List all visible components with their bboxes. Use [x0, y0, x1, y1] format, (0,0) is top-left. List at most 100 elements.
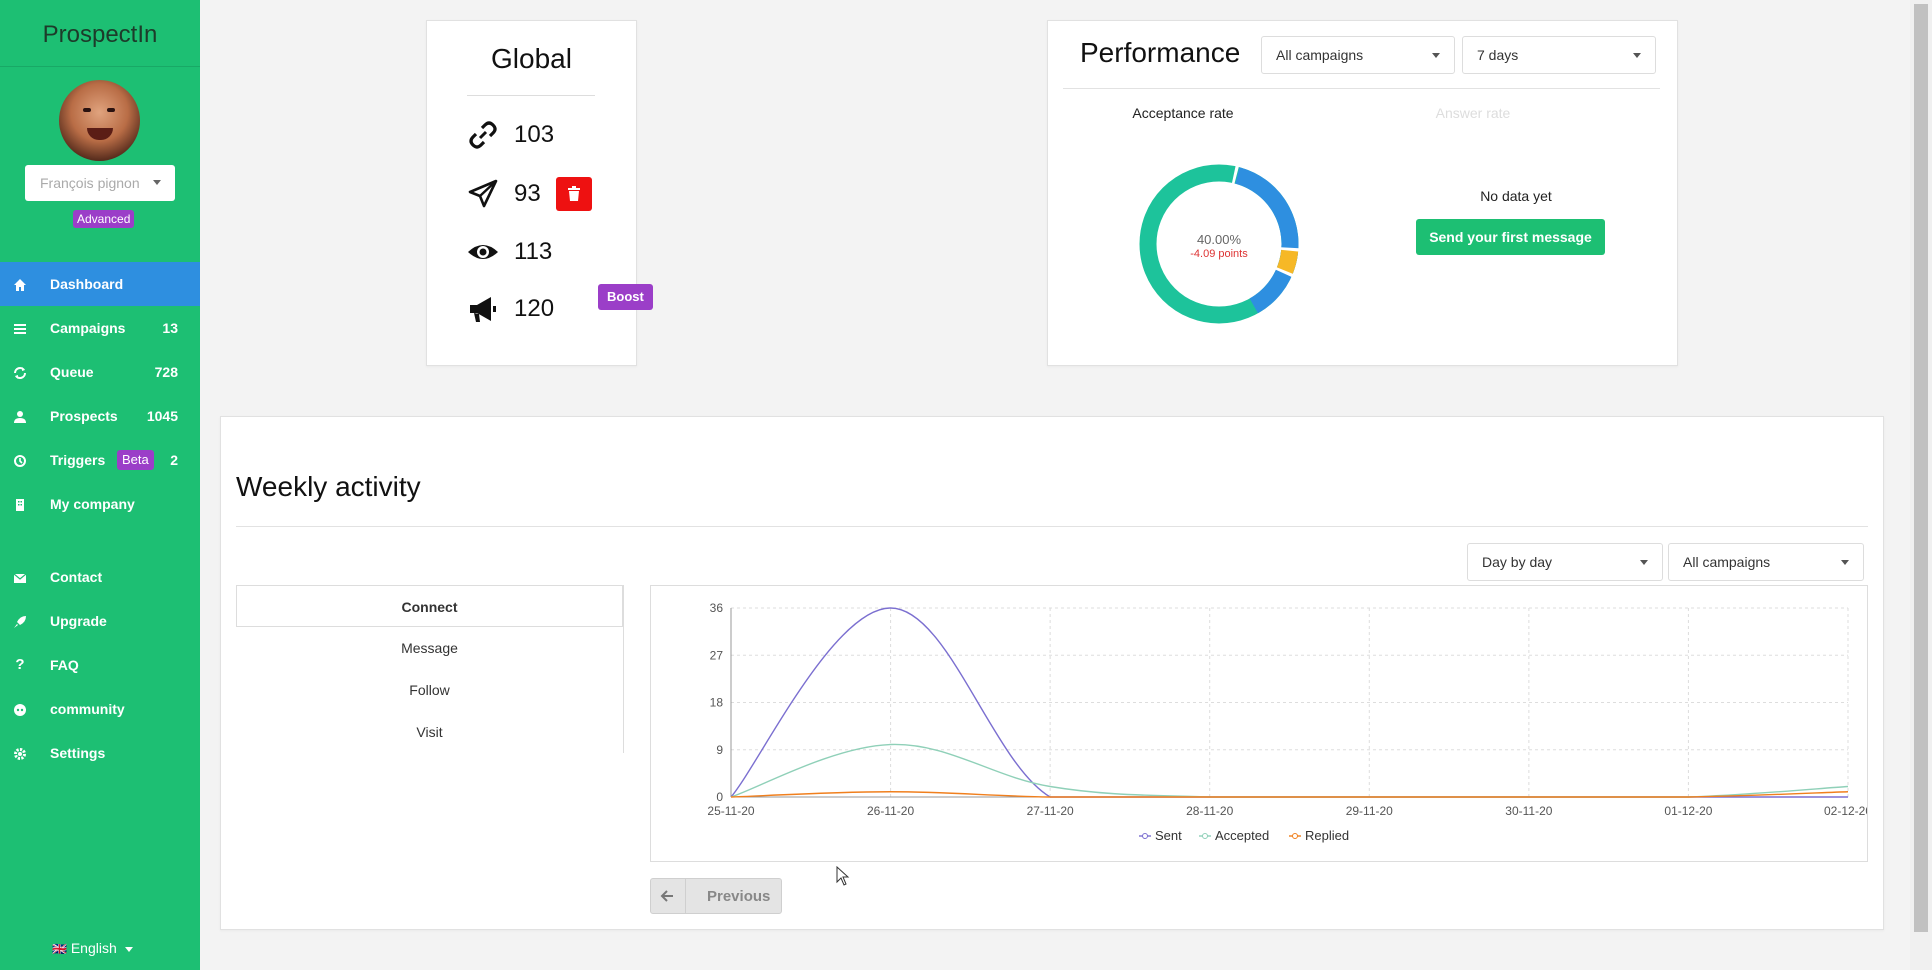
building-icon	[12, 482, 28, 526]
select-value: Day by day	[1482, 554, 1553, 570]
x-tick-label: 25-11-20	[707, 804, 754, 818]
sidebar-item-count: 728	[154, 364, 178, 380]
global-card: Global 103 93 113 120	[426, 20, 637, 366]
sidebar-item-campaigns[interactable]: Campaigns 13	[0, 306, 200, 350]
language-select[interactable]: 🇬🇧 English	[52, 940, 133, 956]
legend-label: Sent	[1155, 828, 1182, 843]
series-line-accepted	[730, 743, 1849, 798]
weekly-campaign-select[interactable]: All campaigns	[1668, 543, 1864, 581]
activity-tabs: Connect Message Follow Visit	[236, 585, 624, 753]
acceptance-donut	[1138, 163, 1300, 325]
select-value: All campaigns	[1276, 47, 1364, 63]
performance-title: Performance	[1080, 37, 1241, 68]
sidebar-item-faq[interactable]: ? FAQ	[0, 643, 200, 687]
chevron-down-icon	[1432, 53, 1440, 58]
sidebar-item-label: Triggers	[50, 452, 106, 468]
trash-icon	[568, 186, 580, 206]
sidebar-item-settings[interactable]: Settings	[0, 731, 200, 775]
x-tick-label: 29-11-20	[1346, 804, 1393, 818]
x-tick-label: 27-11-20	[1027, 804, 1074, 818]
tab-connect[interactable]: Connect	[236, 585, 623, 627]
stat-value: 93	[514, 180, 541, 207]
sidebar-item-triggers[interactable]: Triggers Beta 2	[0, 438, 200, 482]
delete-button[interactable]	[556, 177, 592, 211]
megaphone-icon	[467, 293, 499, 325]
envelope-icon	[12, 555, 28, 599]
sidebar-item-my-company[interactable]: My company	[0, 482, 200, 526]
boost-button[interactable]: Boost	[598, 284, 653, 310]
divider	[467, 95, 595, 96]
global-title: Global	[491, 43, 572, 74]
chevron-down-icon	[153, 180, 161, 185]
sidebar-item-label: Campaigns	[50, 320, 126, 336]
user-icon	[12, 394, 28, 438]
language-label: English	[70, 940, 117, 956]
sidebar-item-label: Dashboard	[50, 276, 124, 292]
link-icon	[467, 119, 499, 151]
sidebar-item-community[interactable]: community	[0, 687, 200, 731]
series-line-replied	[730, 791, 1849, 798]
previous-label: Previous	[707, 888, 771, 905]
sidebar: ProspectIn François pignon Advanced Dash…	[0, 0, 200, 970]
sidebar-item-label: Prospects	[50, 408, 118, 424]
sidebar-item-label: My company	[50, 496, 135, 512]
weekly-activity-card: Weekly activity Day by day All campaigns…	[220, 416, 1884, 930]
stat-value: 120	[514, 295, 555, 322]
account-select[interactable]: François pignon	[25, 165, 175, 201]
discord-icon	[12, 687, 28, 731]
x-tick-label: 28-11-20	[1186, 804, 1233, 818]
divider	[236, 526, 1868, 527]
period-filter-select[interactable]: 7 days	[1462, 36, 1656, 74]
performance-card: Performance All campaigns 7 days Accepta…	[1047, 20, 1678, 366]
sidebar-item-prospects[interactable]: Prospects 1045	[0, 394, 200, 438]
divider	[1063, 88, 1660, 89]
plan-badge: Advanced	[73, 210, 135, 228]
question-icon: ?	[15, 656, 25, 673]
account-select-value: François pignon	[40, 175, 140, 191]
y-tick-label: 27	[710, 648, 724, 662]
history-icon	[12, 438, 28, 482]
select-value: All campaigns	[1683, 554, 1771, 570]
flag-icon: 🇬🇧	[52, 942, 67, 956]
sidebar-item-count: 2	[170, 452, 178, 468]
tab-message[interactable]: Message	[401, 640, 458, 656]
donut-value: 40.00%	[1196, 232, 1242, 247]
avatar-mouth	[87, 128, 113, 140]
tab-follow[interactable]: Follow	[409, 682, 450, 698]
y-tick-label: 9	[716, 743, 723, 757]
beta-badge: Beta	[117, 450, 154, 470]
x-tick-label: 30-11-20	[1505, 804, 1552, 818]
y-tick-label: 18	[710, 696, 724, 710]
sidebar-item-dashboard[interactable]: Dashboard	[0, 262, 200, 306]
avatar-eye	[107, 108, 115, 112]
legend-label: Replied	[1305, 828, 1349, 843]
previous-button[interactable]: Previous	[650, 878, 782, 914]
tab-visit[interactable]: Visit	[416, 724, 443, 740]
campaign-filter-select[interactable]: All campaigns	[1261, 36, 1455, 74]
chevron-down-icon	[124, 946, 133, 952]
chevron-down-icon	[1633, 53, 1641, 58]
sidebar-item-contact[interactable]: Contact	[0, 555, 200, 599]
answer-rate-tab[interactable]: Answer rate	[1435, 105, 1511, 121]
sidebar-item-upgrade[interactable]: Upgrade	[0, 599, 200, 643]
send-first-message-button[interactable]: Send your first message	[1416, 219, 1605, 255]
legend-marker	[1292, 833, 1298, 839]
acceptance-rate-tab[interactable]: Acceptance rate	[1132, 105, 1234, 121]
x-tick-label: 26-11-20	[867, 804, 914, 818]
no-data-text: No data yet	[1480, 188, 1552, 204]
select-value: 7 days	[1477, 47, 1519, 63]
mouse-cursor-icon	[836, 866, 850, 886]
arrow-left-icon	[651, 879, 686, 913]
granularity-select[interactable]: Day by day	[1467, 543, 1663, 581]
home-icon	[12, 262, 28, 306]
scrollbar-thumb[interactable]	[1914, 4, 1928, 932]
sidebar-item-label: FAQ	[50, 657, 79, 673]
sidebar-item-count: 13	[162, 320, 178, 336]
avatar	[59, 80, 140, 161]
brand-logo[interactable]: ProspectIn	[0, 0, 200, 67]
sidebar-item-queue[interactable]: Queue 728	[0, 350, 200, 394]
scrollbar[interactable]	[1910, 0, 1932, 970]
avatar-eye	[83, 108, 91, 112]
legend-label: Accepted	[1215, 828, 1269, 843]
sidebar-item-label: Queue	[50, 364, 94, 380]
